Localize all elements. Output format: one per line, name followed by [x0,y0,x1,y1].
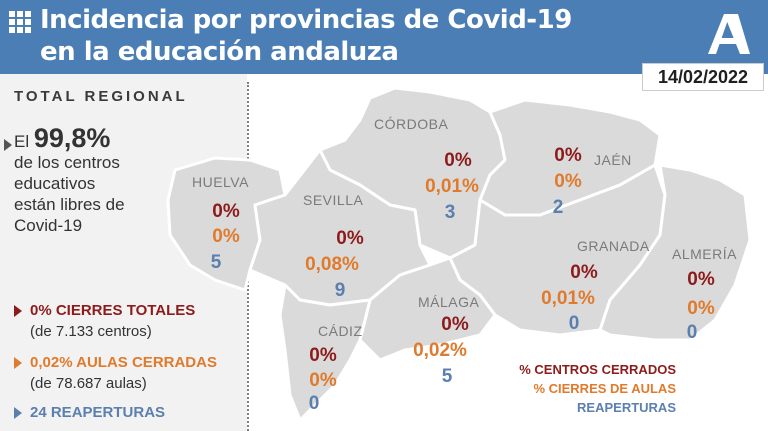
desc-line-2: educativos [14,174,96,193]
desc-line-3: están libres de [14,195,125,214]
province-malaga [358,256,497,362]
el-text: El [14,132,30,151]
province-name-almeria: ALMERÍA [672,246,737,262]
almeria-centros: 0% [687,269,715,290]
cordoba-aulas: 0,01% [425,176,479,197]
grid-icon [9,11,31,33]
huelva-reaperturas: 5 [210,252,222,273]
total-closures-sub: (de 7.133 centros) [30,323,152,340]
regional-label: TOTAL REGIONAL [14,88,188,105]
legend-closed-centers: % CENTROS CERRADOS [519,362,676,377]
reopenings-total: 24 REAPERTURAS [30,404,166,421]
granada-aulas: 0,01% [541,288,595,309]
almeria-aulas: 0% [687,298,715,319]
date-badge: 14/02/2022 [642,63,764,91]
total-closures: 0% CIERRES TOTALES [30,302,196,319]
arrow-icon [14,305,22,317]
cadiz-centros: 0% [309,345,337,366]
granada-centros: 0% [570,262,598,283]
sevilla-reaperturas: 9 [334,280,346,301]
title-line-2: en la educación andaluza [40,37,399,67]
desc-line-4: Covid-19 [14,216,83,235]
desc-line-1: de los centros [14,153,120,172]
header-banner: Incidencia por provincias de Covid-19 en… [0,0,768,74]
province-almeria [598,163,752,342]
sevilla-aulas: 0,08% [305,254,359,275]
province-name-huelva: HUELVA [192,174,249,190]
regional-free-statement: El 99,8% de los centros educativos están… [14,125,125,236]
jaen-aulas: 0% [554,171,582,192]
cordoba-centros: 0% [444,150,472,171]
province-cadiz [278,283,372,422]
province-name-cordoba: CÓRDOBA [374,116,449,132]
cadiz-aulas: 0% [309,370,337,391]
province-name-jaen: JAÉN [594,152,632,168]
cadiz-reaperturas: 0 [308,393,320,414]
granada-reaperturas: 0 [568,313,580,334]
legend-reopenings: REAPERTURAS [577,400,676,415]
jaen-centros: 0% [554,145,582,166]
title-line-1: Incidencia por provincias de Covid-19 [40,5,572,35]
page-title: Incidencia por provincias de Covid-19 en… [40,4,572,68]
arrow-icon [14,357,22,369]
cordoba-reaperturas: 3 [444,202,456,223]
percent-free: 99,8% [33,123,111,153]
classrooms-closed-sub: (de 78.687 aulas) [30,375,147,392]
province-name-malaga: MÁLAGA [418,294,480,310]
arrow-icon [4,139,12,151]
classrooms-closed: 0,02% AULAS CERRADAS [30,354,217,371]
malaga-centros: 0% [441,314,469,335]
malaga-aulas: 0,02% [413,340,467,361]
huelva-centros: 0% [212,201,240,222]
province-name-cadiz: CÁDIZ [318,323,363,339]
jaen-reaperturas: 2 [552,197,564,218]
huelva-aulas: 0% [212,226,240,247]
province-name-sevilla: SEVILLA [303,192,364,208]
legend-closed-classrooms: % CIERRES DE AULAS [533,381,676,396]
malaga-reaperturas: 5 [441,366,453,387]
sevilla-centros: 0% [336,228,364,249]
junta-andalucia-logo-icon [708,14,750,54]
province-name-granada: GRANADA [577,238,650,254]
arrow-icon [14,407,22,419]
almeria-reaperturas: 0 [686,322,698,343]
